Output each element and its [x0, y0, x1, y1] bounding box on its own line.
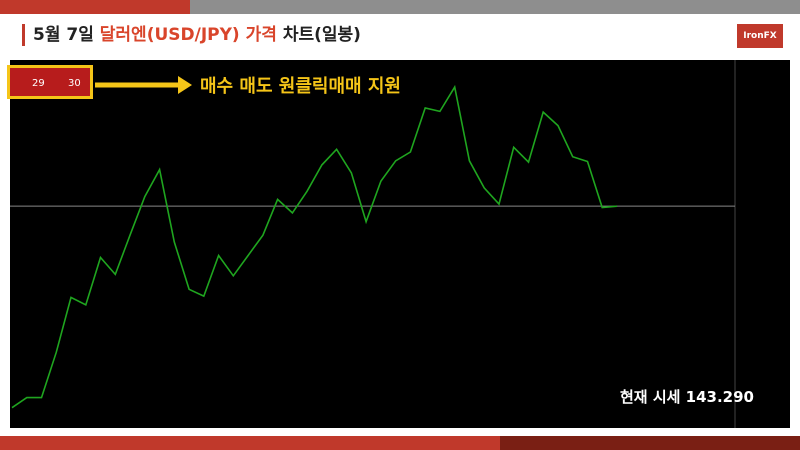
title-part: 5월 7일 [33, 25, 100, 45]
sell-price[interactable]: 29 [32, 78, 45, 89]
trade-widget[interactable]: 29 30 [7, 65, 93, 99]
bottom-bar-accent [500, 436, 800, 450]
current-price: 현재 시세 143.290 [620, 388, 754, 406]
top-bar-accent [0, 0, 190, 14]
promo-text: 매수 매도 원클릭매매 지원 [200, 76, 401, 97]
logo: IronFX [737, 24, 783, 48]
price-line [11, 84, 618, 409]
bottom-bar [0, 436, 800, 450]
title-part: 차트(일봉) [276, 25, 361, 45]
page-title: 5월 7일 달러엔(USD/JPY) 가격 차트(일봉) [22, 24, 361, 46]
buy-price[interactable]: 30 [68, 78, 81, 89]
chart-background [10, 60, 790, 428]
title-highlight: 달러엔(USD/JPY) 가격 [99, 25, 277, 45]
top-bar [0, 0, 800, 14]
